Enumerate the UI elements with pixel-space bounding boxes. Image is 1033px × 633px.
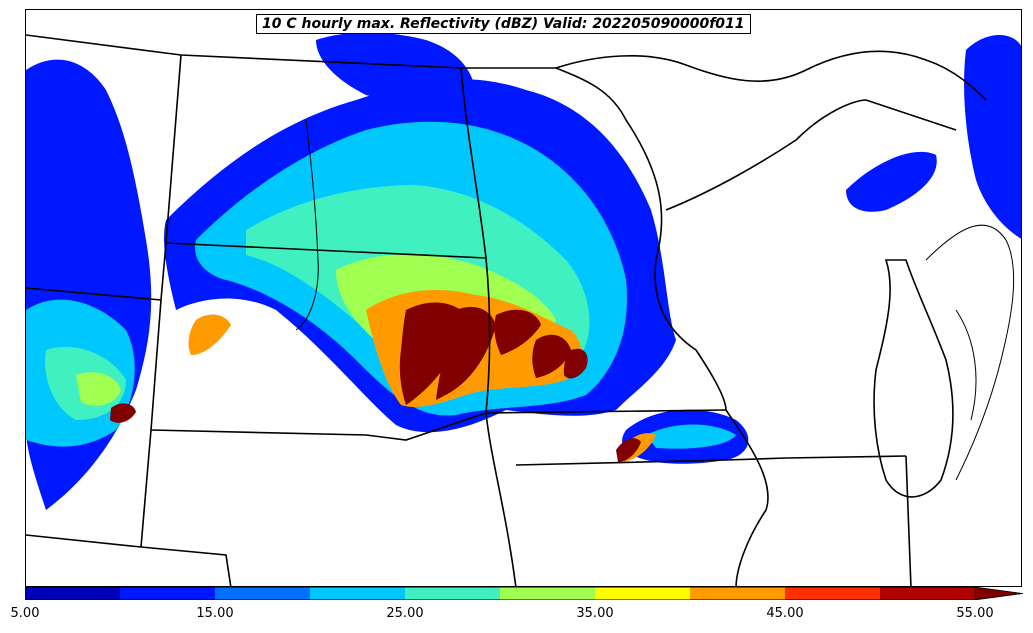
colorbar-tick-label: 15.00 [196,606,234,621]
colorbar-extend-arrow [974,587,1024,600]
colorbar [25,587,1024,600]
reflectivity-elevated-west [76,372,121,406]
colorbar-segment [690,587,785,600]
reflectivity-severe-core-1 [399,302,463,405]
lake-huron-coast [955,309,977,421]
reflectivity-severe-core-7 [110,403,136,423]
state-border-ne-ks [140,546,232,586]
reflectivity-fields [26,32,1021,510]
state-border-vertical-west-1 [140,54,182,548]
reflectivity-high-west [188,314,231,355]
state-border-ia-mo [515,455,907,466]
missouri-river [295,119,319,331]
colorbar-segment [500,587,595,600]
reflectivity-severe-core-6 [616,438,641,462]
colorbar-tick-label: 55.00 [956,606,994,621]
state-border-vertical-mn [460,67,517,586]
state-border-wy [26,287,162,301]
boundaries [26,34,1015,586]
colorbar-segment [405,587,500,600]
reflectivity-low-north [316,32,476,106]
colorbar-segment [785,587,880,600]
reflectivity-low-northeast [964,35,1021,239]
state-border-il-in [905,455,912,586]
lake-superior [555,50,987,101]
lake-michigan [873,259,954,498]
colorbar-segment [215,587,310,600]
colorbar-tick-label: 25.00 [386,606,424,621]
reflectivity-low-upper-michigan [846,151,937,212]
colorbar-tick-label: 35.00 [576,606,614,621]
colorbar-segment [25,587,120,600]
state-border-sd-ne [150,409,727,441]
reflectivity-severe-core-5 [563,348,588,379]
state-border-wi-mi [665,99,957,211]
michigan-peninsula [925,224,1015,481]
map-title: 10 C hourly max. Reflectivity (dBZ) Vali… [256,14,751,34]
colorbar-segment [120,587,215,600]
reflectivity-severe-core-2 [436,306,496,400]
reflectivity-severe-core-3 [494,309,541,355]
state-border-north [26,34,556,69]
map-panel [25,9,1022,587]
colorbar-segment [880,587,975,600]
reflectivity-moderate-southeast [646,424,736,449]
colorbar-tick-label: 45.00 [766,606,804,621]
state-border-wi-mn [555,67,769,586]
colorbar-segment [595,587,690,600]
reflectivity-severe-core-4 [532,334,571,378]
state-border-south [26,534,142,548]
reflectivity-map [26,32,1021,586]
colorbar-border [25,587,1024,600]
state-border-nd-sd [165,242,487,259]
colorbar-segment [310,587,405,600]
colorbar-tick-label: 5.00 [10,606,40,621]
